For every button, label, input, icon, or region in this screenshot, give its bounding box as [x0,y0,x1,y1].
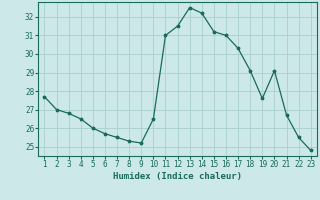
X-axis label: Humidex (Indice chaleur): Humidex (Indice chaleur) [113,172,242,181]
